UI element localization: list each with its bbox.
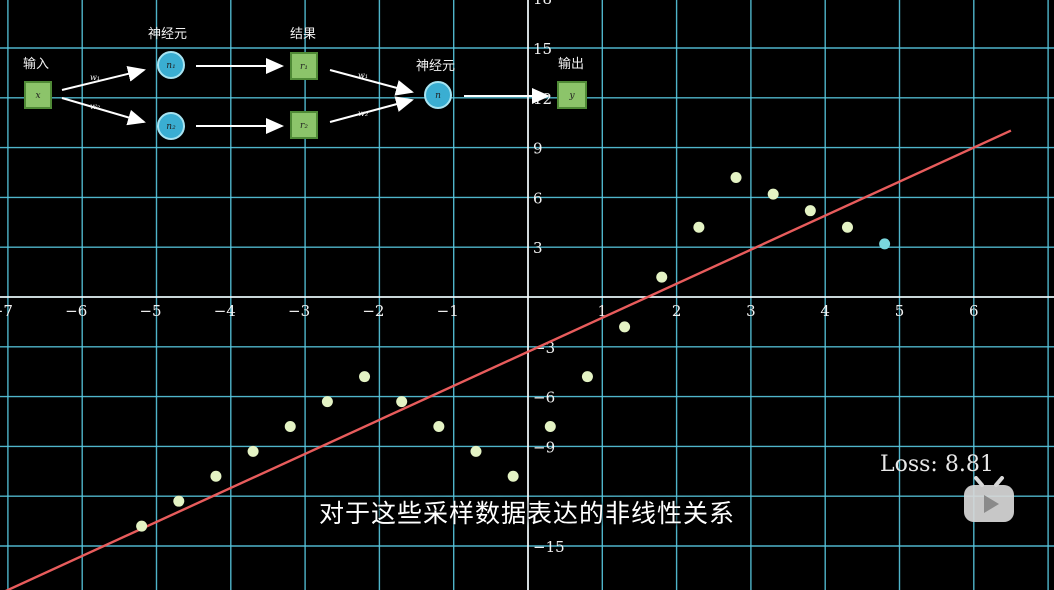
x-tick-label: −6 [65, 302, 87, 320]
data-point [619, 321, 631, 333]
data-point [321, 396, 333, 408]
y-tick-label: 9 [533, 140, 543, 158]
result-node-r1-label: r₁ [300, 62, 308, 72]
result-label: 结果 [290, 27, 316, 42]
result-node-r2 [290, 111, 318, 139]
data-point [804, 205, 816, 217]
video-subtitle: 对于这些采样数据表达的非线性关系 [318, 499, 735, 528]
y-tick-label: 12 [533, 90, 552, 108]
x-tick-label: 4 [820, 302, 830, 320]
data-point [581, 371, 593, 383]
x-tick-label: 3 [746, 302, 756, 320]
edge-x-n1 [61, 66, 146, 91]
weight-label-w2-a: w₂ [90, 102, 100, 111]
input-node-var: x [35, 91, 40, 101]
input-node [24, 81, 52, 109]
bilibili-logo-icon[interactable] [962, 476, 1016, 524]
neuron-label-2: 神经元 [416, 59, 455, 74]
output-label: 输出 [558, 56, 584, 72]
neuron-n1 [157, 51, 185, 79]
data-point [656, 271, 668, 283]
x-tick-label: −5 [139, 302, 161, 320]
neuron-n1-label: n₁ [166, 61, 175, 71]
y-tick-label: 3 [533, 239, 543, 257]
y-tick-label: −6 [533, 389, 555, 407]
data-point [544, 420, 556, 432]
y-tick-label: −3 [533, 339, 555, 357]
y-tick-label: −15 [533, 538, 565, 556]
x-tick-label: 6 [969, 302, 979, 320]
data-point [507, 470, 519, 482]
y-tick-label: 18 [533, 0, 552, 8]
input-label: 输入 [23, 56, 49, 72]
x-tick-label: −2 [362, 302, 384, 320]
data-point [730, 171, 742, 183]
network-diagram: 输入 神经元 结果 神经元 输出 w₁ w₂ w₁ w₂ x n₁ n₂ r₁ … [23, 27, 587, 140]
result-node-r1 [290, 52, 318, 80]
data-point [136, 520, 148, 532]
x-tick-label: −1 [437, 302, 459, 320]
neuron-n-label: n [435, 91, 441, 101]
neuron-label-1: 神经元 [148, 27, 187, 42]
edge-r2-n [329, 96, 414, 123]
data-point [433, 420, 445, 432]
neuron-n2 [157, 112, 185, 140]
x-tick-label: −7 [0, 302, 13, 320]
x-tick-label: 1 [598, 302, 608, 320]
x-tick-labels: −7 −6 −5 −4 −3 −2 −1 1 2 3 4 5 6 [0, 302, 979, 320]
data-points [136, 171, 891, 532]
y-tick-label: −9 [533, 438, 555, 456]
edge-x-n2 [61, 97, 146, 126]
fit-line [4, 129, 1012, 590]
fit-line-group [4, 129, 1012, 590]
data-point [284, 420, 296, 432]
data-point [173, 495, 185, 507]
x-tick-label: −4 [214, 302, 236, 320]
x-tick-label: 5 [895, 302, 905, 320]
data-point [470, 445, 482, 457]
loss-readout: Loss: 8.81 [880, 452, 994, 477]
result-node-r2-label: r₂ [300, 121, 308, 131]
data-point [359, 371, 371, 383]
data-point [396, 396, 408, 408]
y-tick-label: 6 [533, 189, 543, 207]
data-point [693, 221, 705, 233]
output-node-var: y [568, 91, 575, 101]
weight-label-w2-b: w₂ [358, 109, 368, 118]
neuron-n2-label: n₂ [166, 122, 176, 132]
weight-label-w1-b: w₁ [358, 71, 368, 80]
weight-label-w1-a: w₁ [90, 73, 100, 82]
data-point [879, 238, 891, 250]
output-node [557, 81, 587, 109]
edge-r1-n [329, 69, 414, 96]
x-tick-label: −3 [288, 302, 310, 320]
data-point [841, 221, 853, 233]
neuron-n [424, 81, 452, 109]
data-point [767, 188, 779, 200]
y-tick-label: 15 [533, 40, 552, 58]
data-point [210, 470, 222, 482]
x-tick-label: 2 [672, 302, 682, 320]
data-point [247, 445, 259, 457]
